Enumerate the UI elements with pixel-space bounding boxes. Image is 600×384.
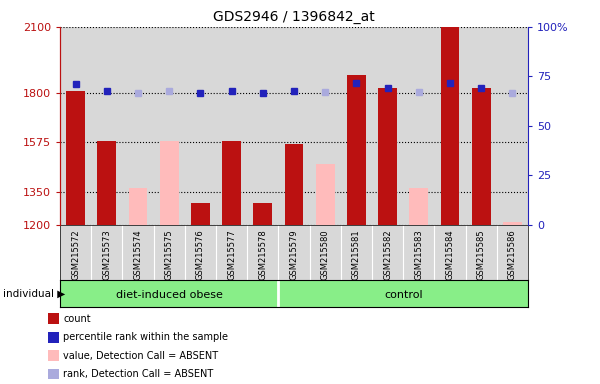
Text: GSM215572: GSM215572 — [71, 229, 80, 280]
Bar — [378, 88, 397, 225]
Text: GSM215581: GSM215581 — [352, 229, 361, 280]
Text: GSM215576: GSM215576 — [196, 229, 205, 280]
Text: GSM215575: GSM215575 — [164, 229, 174, 280]
Text: GSM215585: GSM215585 — [476, 229, 485, 280]
Bar — [310, 27, 341, 225]
Bar — [434, 27, 466, 225]
Bar — [341, 27, 372, 225]
Bar — [472, 88, 491, 225]
Bar — [222, 141, 241, 225]
Bar — [128, 189, 148, 225]
Text: GSM215579: GSM215579 — [290, 229, 299, 280]
Bar — [60, 27, 91, 225]
Bar — [216, 27, 247, 225]
Text: GSM215578: GSM215578 — [258, 229, 267, 280]
Bar — [253, 203, 272, 225]
Bar — [191, 203, 210, 225]
Title: GDS2946 / 1396842_at: GDS2946 / 1396842_at — [213, 10, 375, 25]
Bar — [497, 27, 528, 225]
Text: value, Detection Call = ABSENT: value, Detection Call = ABSENT — [63, 351, 218, 361]
Bar — [66, 91, 85, 225]
Bar — [409, 189, 428, 225]
Text: individual ▶: individual ▶ — [3, 289, 65, 299]
Bar — [347, 75, 366, 225]
Text: GSM215586: GSM215586 — [508, 229, 517, 280]
Text: GSM215580: GSM215580 — [320, 229, 330, 280]
Bar — [372, 27, 403, 225]
Text: rank, Detection Call = ABSENT: rank, Detection Call = ABSENT — [63, 369, 213, 379]
Text: GSM215583: GSM215583 — [414, 229, 424, 280]
Bar — [466, 27, 497, 225]
Bar — [97, 141, 116, 225]
Text: GSM215574: GSM215574 — [133, 229, 143, 280]
Bar — [503, 222, 522, 225]
Bar — [284, 144, 304, 225]
Bar — [440, 27, 460, 225]
Bar — [160, 141, 179, 225]
Text: percentile rank within the sample: percentile rank within the sample — [63, 332, 228, 342]
Bar — [154, 27, 185, 225]
Text: GSM215584: GSM215584 — [445, 229, 455, 280]
Text: GSM215582: GSM215582 — [383, 229, 392, 280]
Bar — [91, 27, 122, 225]
Bar — [122, 27, 154, 225]
Bar — [403, 27, 434, 225]
Text: GSM215577: GSM215577 — [227, 229, 236, 280]
Text: control: control — [384, 290, 422, 300]
Bar — [316, 164, 335, 225]
Bar — [247, 27, 278, 225]
Bar — [278, 27, 310, 225]
Text: count: count — [63, 314, 91, 324]
Bar — [185, 27, 216, 225]
Text: GSM215573: GSM215573 — [102, 229, 112, 280]
Text: diet-induced obese: diet-induced obese — [116, 290, 223, 300]
